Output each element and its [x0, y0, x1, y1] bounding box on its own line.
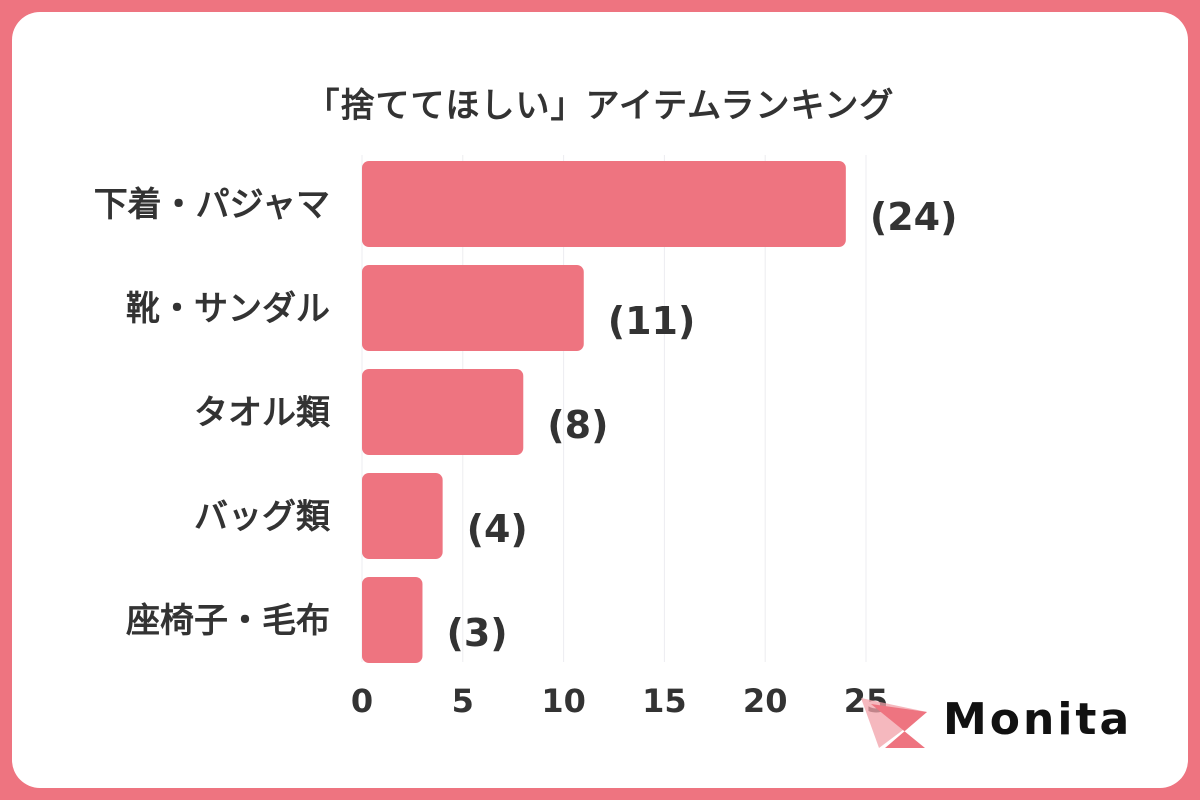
x-tick-label: 20: [743, 682, 788, 720]
category-label: タオル類: [194, 393, 331, 433]
data-label: (4): [467, 507, 528, 551]
bar: [362, 265, 584, 351]
category-label: バッグ類: [194, 497, 331, 537]
x-tick-label: 15: [642, 682, 687, 720]
data-label: (3): [446, 611, 507, 655]
category-label: 靴・サンダル: [126, 289, 330, 329]
data-label: (24): [870, 195, 958, 239]
data-label: (8): [547, 403, 608, 447]
chart-card: [12, 12, 1188, 788]
bar: [362, 161, 846, 247]
x-tick-label: 0: [351, 682, 373, 720]
x-tick-label: 10: [541, 682, 586, 720]
chart-title: 「捨ててほしい」アイテムランキング: [305, 86, 895, 126]
bar: [362, 369, 524, 455]
x-tick-label: 5: [452, 682, 474, 720]
bar: [362, 577, 423, 663]
bar: [362, 473, 443, 559]
brand-logo: Monita: [855, 690, 1165, 760]
logo-triangle-icon: [861, 698, 927, 748]
category-label: 座椅子・毛布: [126, 601, 330, 641]
brand-name: Monita: [943, 694, 1133, 745]
data-label: (11): [608, 299, 696, 343]
category-label: 下着・パジャマ: [94, 185, 330, 225]
